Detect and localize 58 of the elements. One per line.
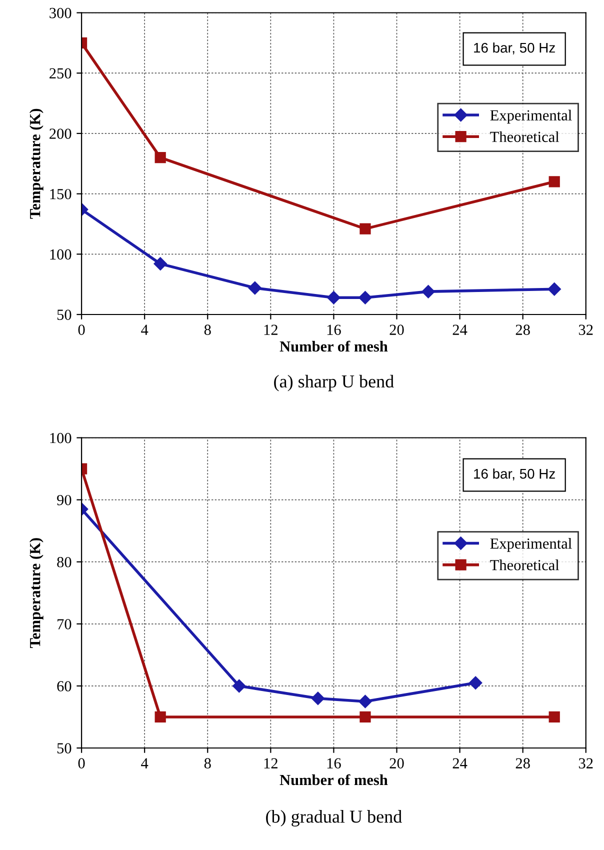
annotation: 16 bar, 50 Hz bbox=[474, 468, 555, 480]
x-tick-label: 16 bbox=[327, 758, 341, 768]
x-tick-label: 24 bbox=[452, 324, 468, 335]
point bbox=[358, 291, 372, 304]
point bbox=[468, 676, 482, 690]
x-tick-label: 12 bbox=[264, 758, 278, 768]
point bbox=[154, 711, 166, 723]
x-axis-title: Number of mesh bbox=[280, 340, 388, 352]
point bbox=[422, 284, 435, 298]
text: (a) sharp U bend bbox=[274, 374, 394, 392]
y-tick-label: 250 bbox=[50, 68, 72, 79]
text: (b) gradual U bend bbox=[266, 810, 402, 826]
x-tick-label: 8 bbox=[204, 758, 211, 768]
point bbox=[154, 152, 166, 164]
point bbox=[358, 694, 372, 708]
legend-label: Experimental bbox=[490, 110, 572, 124]
point bbox=[360, 223, 371, 234]
point bbox=[360, 711, 371, 723]
legend-label: Theoretical bbox=[490, 560, 560, 570]
y-tick-label: 100 bbox=[50, 432, 72, 444]
x-tick-label: 8 bbox=[204, 324, 211, 335]
point bbox=[327, 291, 340, 304]
point bbox=[548, 711, 560, 723]
y-tick-label: 300 bbox=[50, 8, 72, 18]
x-tick-label: 4 bbox=[141, 758, 148, 768]
x-tick-label: 12 bbox=[264, 324, 278, 335]
x-tick-label: 28 bbox=[516, 758, 530, 768]
legend-label: Experimental bbox=[490, 538, 572, 552]
y-tick-label: 50 bbox=[57, 743, 72, 754]
y-tick-label: 50 bbox=[57, 310, 72, 320]
y-tick-label: 200 bbox=[50, 128, 72, 139]
x-tick-label: 0 bbox=[78, 324, 85, 335]
y-tick-label: 150 bbox=[50, 188, 72, 200]
x-axis-title: Number of mesh bbox=[280, 774, 388, 786]
x-tick-label: 20 bbox=[390, 758, 404, 768]
point bbox=[311, 692, 325, 705]
y-tick-label: 90 bbox=[57, 494, 72, 506]
x-tick-label: 32 bbox=[578, 758, 593, 768]
y-tick-label: 100 bbox=[50, 249, 72, 260]
x-tick-label: 28 bbox=[516, 324, 530, 335]
x-tick-label: 32 bbox=[578, 324, 593, 335]
y-tick-label: 80 bbox=[57, 556, 72, 568]
legend-label: Theoretical bbox=[490, 131, 560, 142]
x-tick-label: 4 bbox=[141, 324, 148, 335]
x-tick-label: 0 bbox=[78, 758, 85, 768]
point bbox=[548, 282, 561, 296]
annotation: 16 bar, 50 Hz bbox=[474, 42, 555, 54]
y-tick-label: 60 bbox=[57, 681, 72, 692]
y-tick-label: 70 bbox=[58, 619, 72, 630]
x-tick-label: 16 bbox=[327, 324, 341, 335]
y-axis-title: Temperature (K) bbox=[29, 538, 44, 648]
point bbox=[232, 679, 246, 693]
x-tick-label: 24 bbox=[452, 758, 468, 768]
point bbox=[154, 257, 167, 270]
point bbox=[548, 176, 560, 188]
y-axis-title: Temperature (K) bbox=[29, 108, 44, 219]
x-tick-label: 20 bbox=[390, 324, 404, 335]
point bbox=[248, 281, 262, 295]
